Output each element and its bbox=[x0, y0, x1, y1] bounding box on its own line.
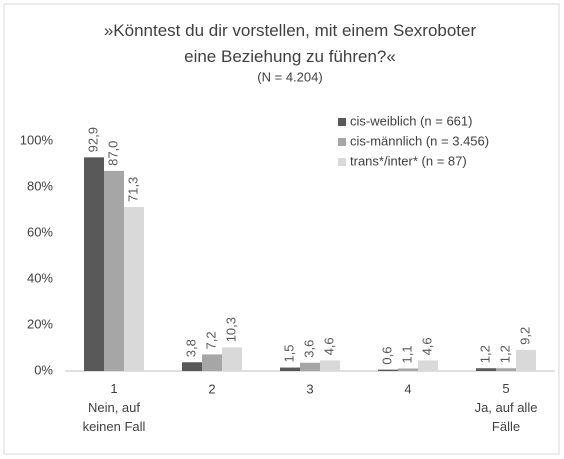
legend-label: trans*/inter* (n = 87) bbox=[350, 153, 467, 168]
bar bbox=[300, 362, 320, 371]
chart-subtitle: (N = 4.204) bbox=[257, 69, 322, 84]
value-label: 1,2 bbox=[497, 345, 512, 363]
x-tick-label: 3 bbox=[306, 381, 313, 396]
value-label: 92,9 bbox=[85, 127, 100, 152]
x-tick-label: 5 Ja, auf alle Fälle bbox=[475, 381, 538, 434]
value-label: 71,3 bbox=[125, 177, 140, 202]
legend-swatch bbox=[338, 158, 346, 166]
value-label: 1,5 bbox=[281, 344, 296, 362]
legend-label: cis-weiblich (n = 661) bbox=[350, 113, 472, 128]
value-label: 7,2 bbox=[203, 331, 218, 349]
bar bbox=[398, 368, 418, 371]
bar bbox=[84, 157, 104, 371]
value-label: 3,8 bbox=[183, 339, 198, 357]
legend-label: cis-männlich (n = 3.456) bbox=[350, 133, 489, 148]
y-tick-label: 80% bbox=[27, 178, 53, 193]
value-label: 10,3 bbox=[223, 317, 238, 342]
bar bbox=[124, 207, 144, 371]
y-tick-label: 60% bbox=[27, 224, 53, 239]
bar bbox=[182, 362, 202, 371]
value-label: 4,6 bbox=[419, 337, 434, 355]
legend-swatch bbox=[338, 118, 346, 126]
x-tick-label: 1 Nein, auf keinen Fall bbox=[83, 381, 146, 434]
value-label: 87,0 bbox=[105, 141, 120, 166]
bar bbox=[418, 360, 438, 371]
bar bbox=[476, 368, 496, 371]
bar bbox=[202, 354, 222, 371]
bar bbox=[104, 170, 124, 371]
bar bbox=[516, 349, 536, 371]
bar bbox=[378, 369, 398, 371]
value-label: 1,1 bbox=[399, 345, 414, 363]
value-label: 0,6 bbox=[379, 347, 394, 365]
bar bbox=[496, 368, 516, 371]
value-label: 1,2 bbox=[477, 345, 492, 363]
chart-title: »Könntest du dir vorstellen, mit einem S… bbox=[104, 21, 477, 66]
y-tick-label: 0% bbox=[34, 362, 53, 377]
bar bbox=[280, 367, 300, 371]
value-label: 9,2 bbox=[517, 327, 532, 345]
value-label: 3,6 bbox=[301, 340, 316, 358]
bar bbox=[320, 360, 340, 371]
y-tick-label: 20% bbox=[27, 316, 53, 331]
legend-swatch bbox=[338, 138, 346, 146]
y-tick-label: 100% bbox=[20, 132, 54, 147]
x-tick-label: 4 bbox=[404, 381, 411, 396]
x-tick-label: 2 bbox=[208, 381, 215, 396]
y-tick-label: 40% bbox=[27, 270, 53, 285]
value-label: 4,6 bbox=[321, 337, 336, 355]
bar bbox=[222, 347, 242, 371]
